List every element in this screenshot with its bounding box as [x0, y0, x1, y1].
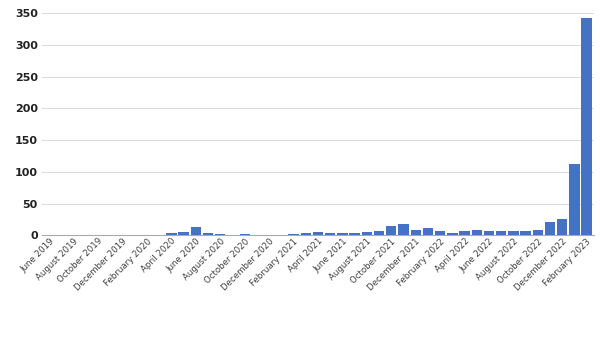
- Bar: [166, 233, 176, 235]
- Bar: [581, 18, 592, 235]
- Bar: [472, 230, 482, 235]
- Bar: [557, 219, 568, 235]
- Bar: [447, 233, 458, 235]
- Bar: [325, 233, 335, 235]
- Bar: [386, 226, 397, 235]
- Bar: [349, 233, 360, 235]
- Bar: [569, 164, 580, 235]
- Bar: [289, 234, 299, 235]
- Bar: [508, 231, 518, 235]
- Bar: [203, 233, 213, 235]
- Bar: [239, 234, 250, 235]
- Bar: [435, 231, 445, 235]
- Bar: [545, 222, 555, 235]
- Bar: [301, 233, 311, 235]
- Bar: [313, 232, 323, 235]
- Bar: [362, 232, 372, 235]
- Bar: [533, 230, 543, 235]
- Bar: [337, 233, 347, 235]
- Bar: [484, 231, 494, 235]
- Bar: [460, 231, 470, 235]
- Bar: [496, 231, 506, 235]
- Bar: [191, 227, 201, 235]
- Bar: [410, 230, 421, 235]
- Bar: [178, 232, 189, 235]
- Bar: [398, 225, 409, 235]
- Bar: [423, 228, 433, 235]
- Bar: [215, 234, 226, 235]
- Bar: [520, 231, 531, 235]
- Bar: [374, 231, 384, 235]
